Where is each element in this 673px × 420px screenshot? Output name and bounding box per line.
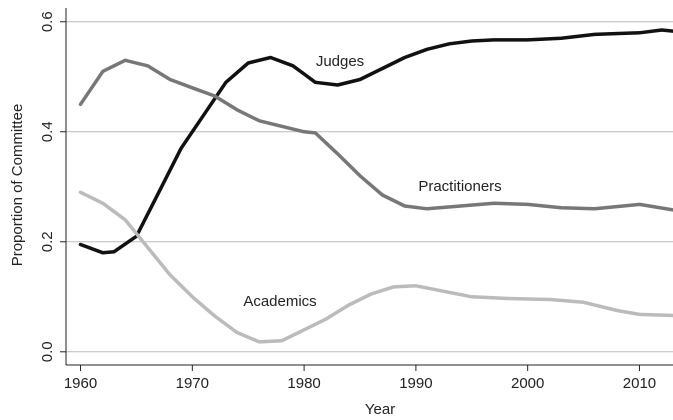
y-tick-label: 0.2 [39,231,56,252]
series-label: Judges [316,53,364,70]
x-tick-label: 1970 [176,375,209,392]
x-tick-label: 2000 [511,375,544,392]
x-tick-label: 1990 [399,375,432,392]
x-axis-label: Year [365,401,395,418]
series-label: Academics [243,293,316,310]
y-tick-label: 0.4 [39,121,56,142]
series-label: Practitioners [418,178,501,195]
line-series [78,28,673,255]
y-tick-label: 0.6 [39,11,56,32]
line-series [78,190,673,344]
x-tick-label: 1980 [287,375,320,392]
line-series [78,58,673,212]
y-axis-label: Proportion of Committee [9,104,26,267]
x-tick-label: 1960 [64,375,97,392]
x-tick-label: 2010 [623,375,656,392]
y-tick-label: 0.0 [39,341,56,362]
